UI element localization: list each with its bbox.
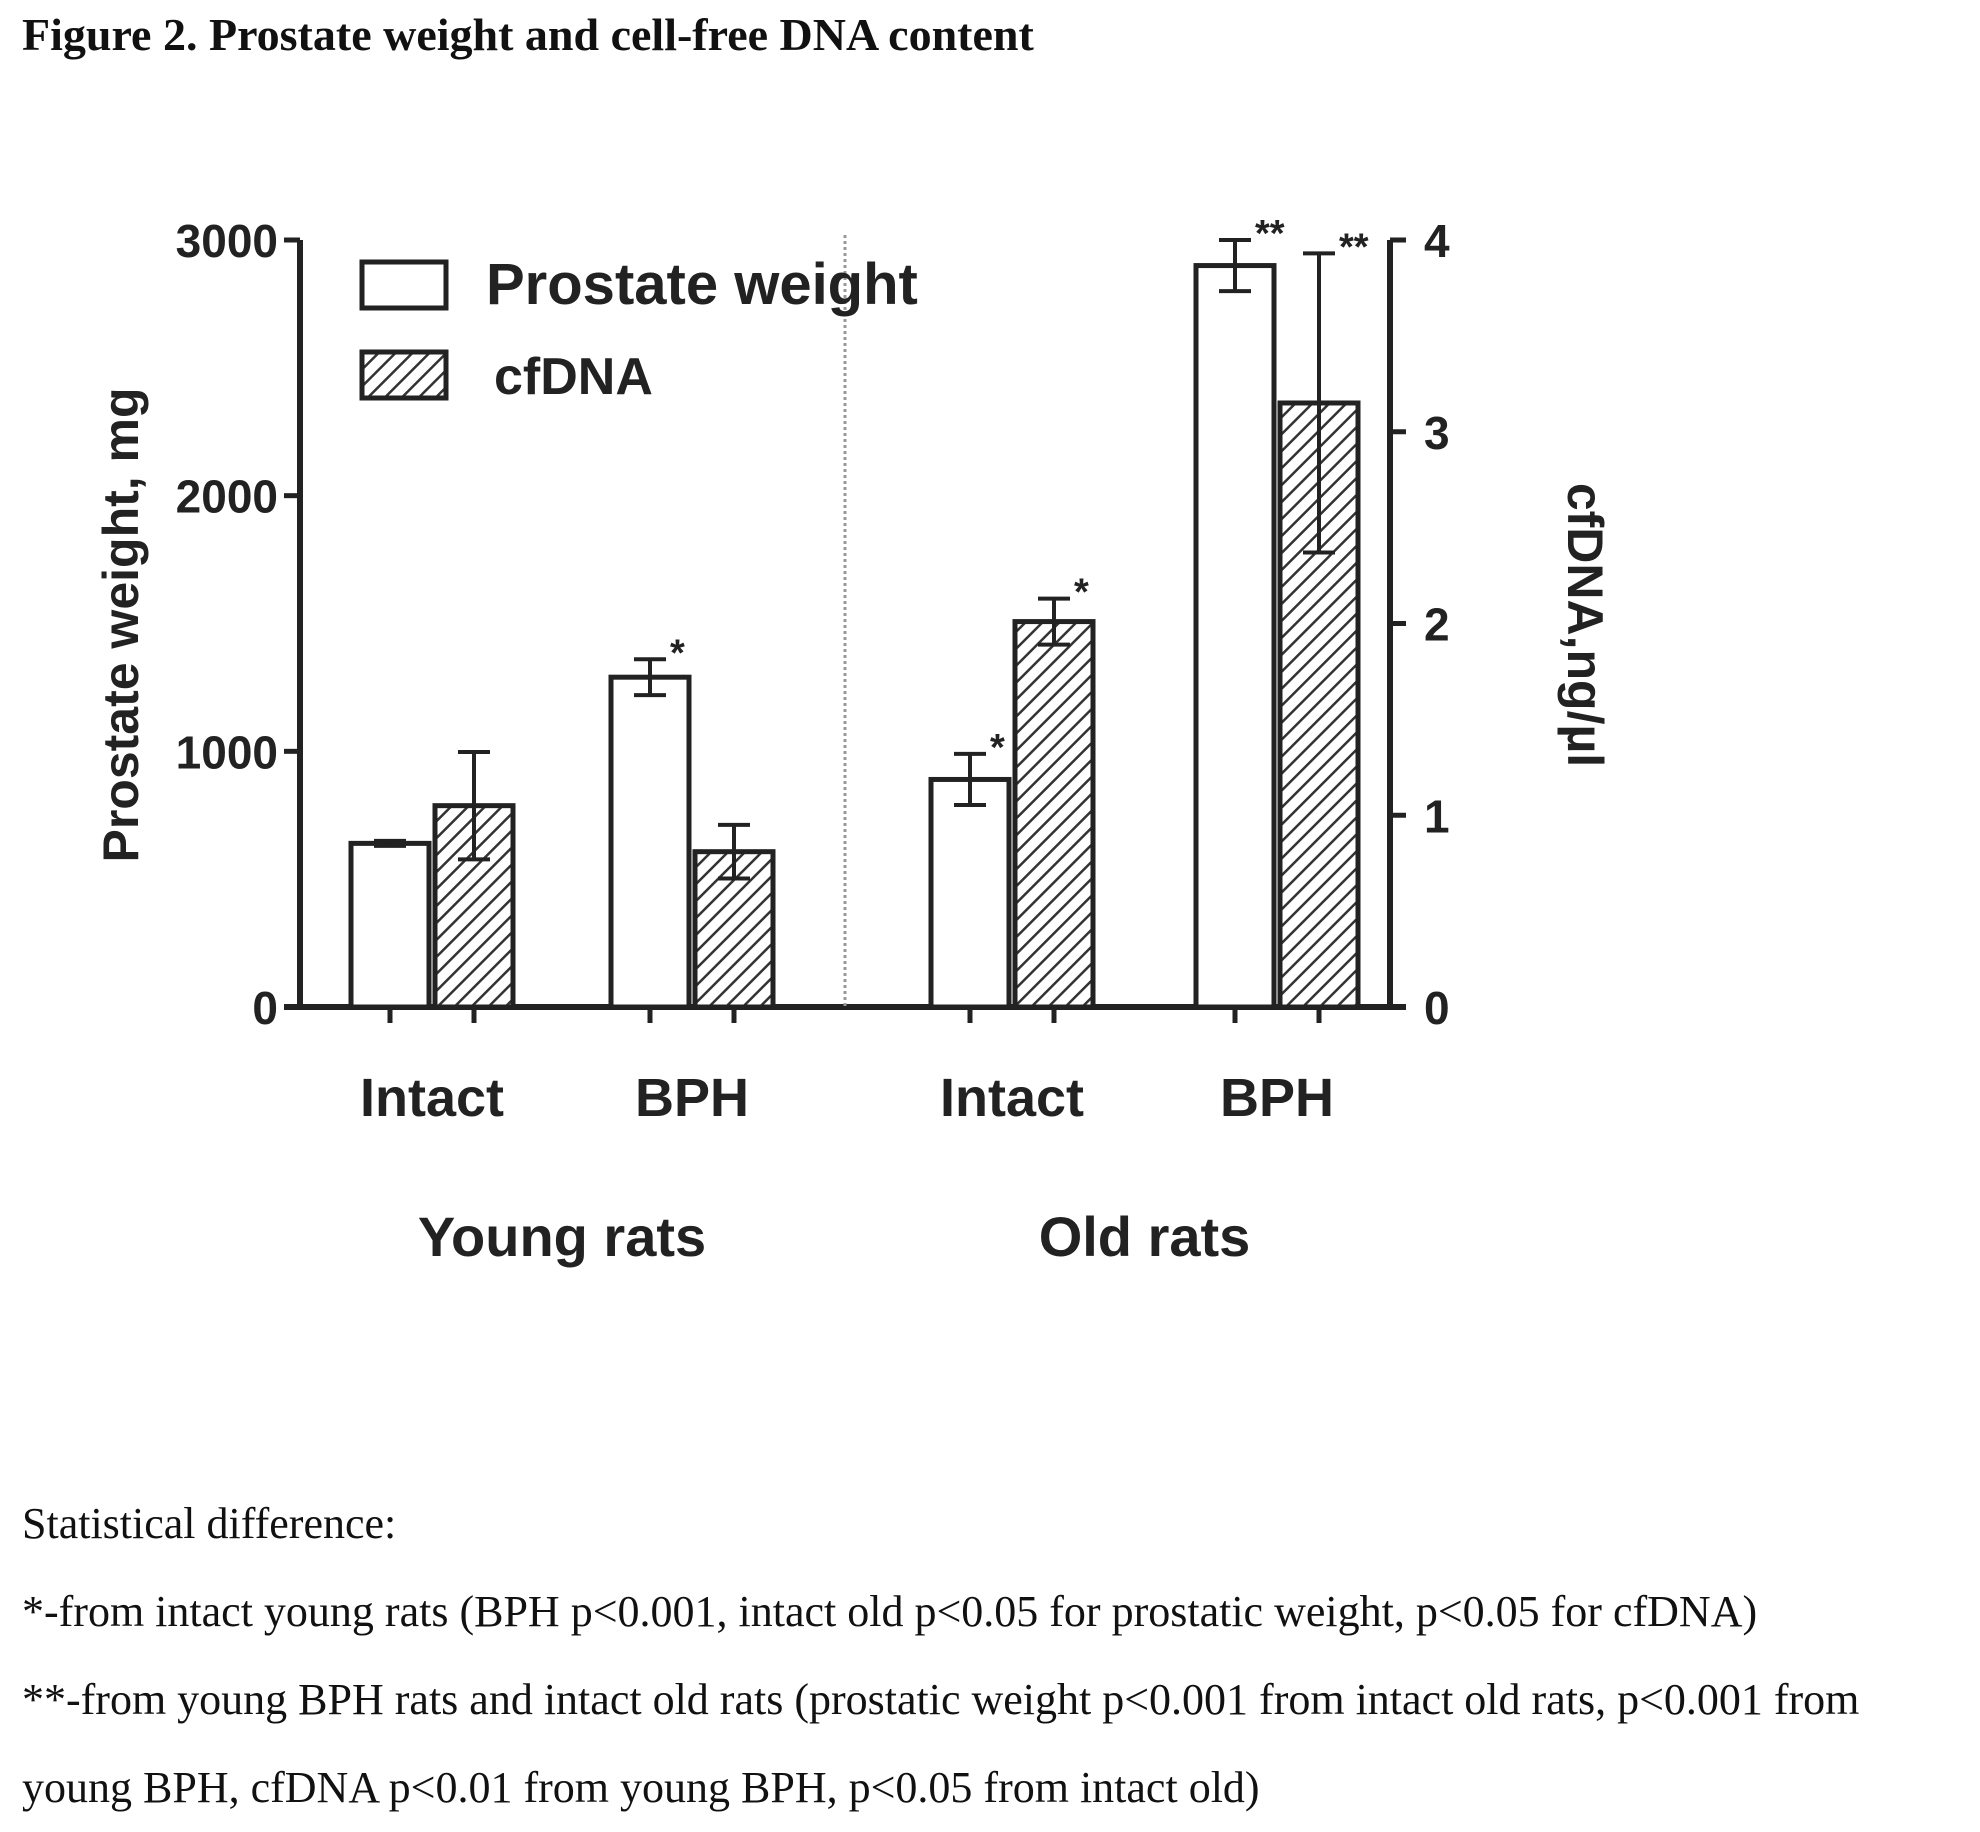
legend-swatch-prostate-weight (359, 259, 449, 311)
bar-prostate-weight (928, 776, 1012, 1010)
significance-marker: * (670, 632, 685, 674)
category-label: Intact (940, 1068, 1084, 1128)
right-tick-label: 1 (1424, 790, 1450, 842)
right-axis-label: cfDNA,ng/µl (1557, 483, 1613, 767)
legend-label: Prostate weight (486, 252, 918, 317)
bar-prostate-weight (608, 674, 692, 1010)
left-axis-label: Prostate weight, mg (93, 387, 149, 862)
right-tick-label: 0 (1424, 982, 1450, 1034)
notes-line-double-star: **-from young BPH rats and intact old ra… (22, 1675, 1860, 1812)
group-label: Old rats (1039, 1205, 1251, 1268)
bar-cfdna (1012, 619, 1096, 1010)
statistical-notes: Statistical difference: *-from intact yo… (22, 1480, 1972, 1832)
legend-swatch-cfdna (359, 349, 449, 401)
category-label: Intact (360, 1068, 504, 1128)
notes-heading: Statistical difference: (22, 1499, 397, 1548)
right-tick-label: 2 (1424, 599, 1450, 651)
right-tick-label: 3 (1424, 407, 1450, 459)
significance-marker: ** (1339, 226, 1369, 268)
chart: 0 1000 2000 3000 0 1 2 3 4 Prostate weight, mg cfD… (93, 213, 1613, 1268)
category-label: BPH (635, 1068, 749, 1128)
bar-prostate-weight (1193, 263, 1277, 1010)
left-tick-label: 0 (252, 982, 278, 1034)
bar-prostate-weight (348, 840, 432, 1010)
plot-area: 0 1000 2000 3000 0 1 2 3 4 Prostate weight, mg cfD… (93, 213, 1613, 1268)
category-label: BPH (1220, 1068, 1334, 1128)
left-tick-label: 2000 (176, 471, 278, 523)
left-tick-label: 1000 (176, 726, 278, 778)
figure-title: Figure 2. Prostate weight and cell-free … (22, 9, 1034, 60)
significance-marker: * (1074, 572, 1089, 614)
right-tick-label: 4 (1424, 215, 1450, 267)
left-tick-label: 3000 (176, 215, 278, 267)
legend-label: cfDNA (494, 348, 653, 406)
significance-marker: * (990, 727, 1005, 769)
group-label: Young rats (418, 1205, 706, 1268)
significance-marker: ** (1255, 213, 1285, 255)
notes-line-single-star: *-from intact young rats (BPH p<0.001, i… (22, 1587, 1758, 1636)
